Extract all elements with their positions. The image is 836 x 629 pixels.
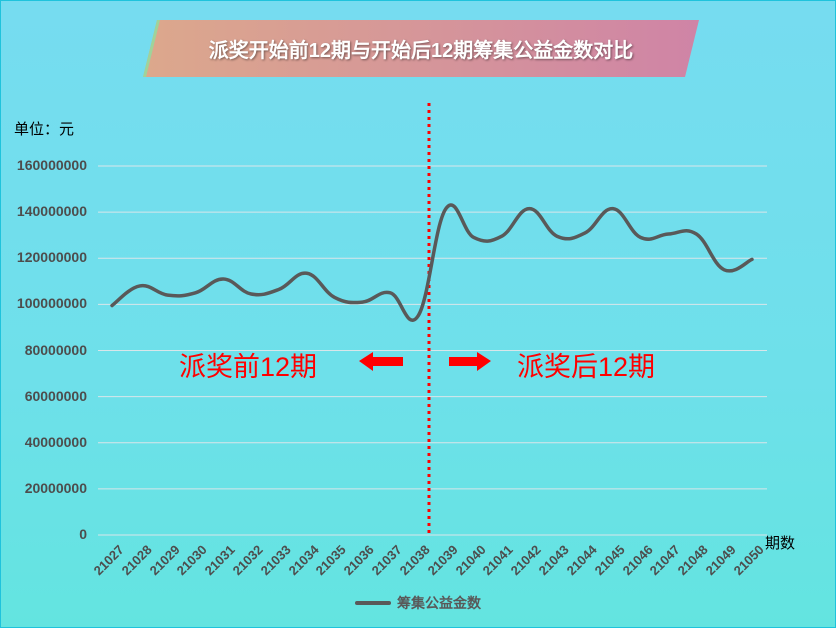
annotation-before-label: 派奖前12期 [179,352,318,382]
legend-line-icon [355,601,391,605]
y-tick-label: 0 [79,526,87,542]
y-tick-label: 40000000 [24,433,87,450]
y-tick-label: 100000000 [16,295,87,312]
legend-label: 筹集公益金数 [397,595,481,611]
y-tick-label: 20000000 [24,479,87,496]
y-tick-label: 120000000 [16,249,87,266]
annotation-after-label: 派奖后12期 [517,352,656,382]
y-tick-label: 80000000 [24,341,87,358]
x-axis-title: 期数 [765,535,796,552]
y-tick-label: 160000000 [16,157,87,173]
series-line[interactable] [110,203,754,322]
chart-title: 派奖开始前12期与开始后12期筹集公益金数对比 [208,40,634,62]
title-banner: 派奖开始前12期与开始后12期筹集公益金数对比 [143,20,699,77]
title-banner-shape [143,20,699,77]
y-tick-label: 140000000 [16,203,87,220]
legend[interactable]: 筹集公益金数 [355,593,481,613]
y-tick-label: 60000000 [24,387,87,404]
y-axis-unit-label: 单位：元 [14,121,75,138]
